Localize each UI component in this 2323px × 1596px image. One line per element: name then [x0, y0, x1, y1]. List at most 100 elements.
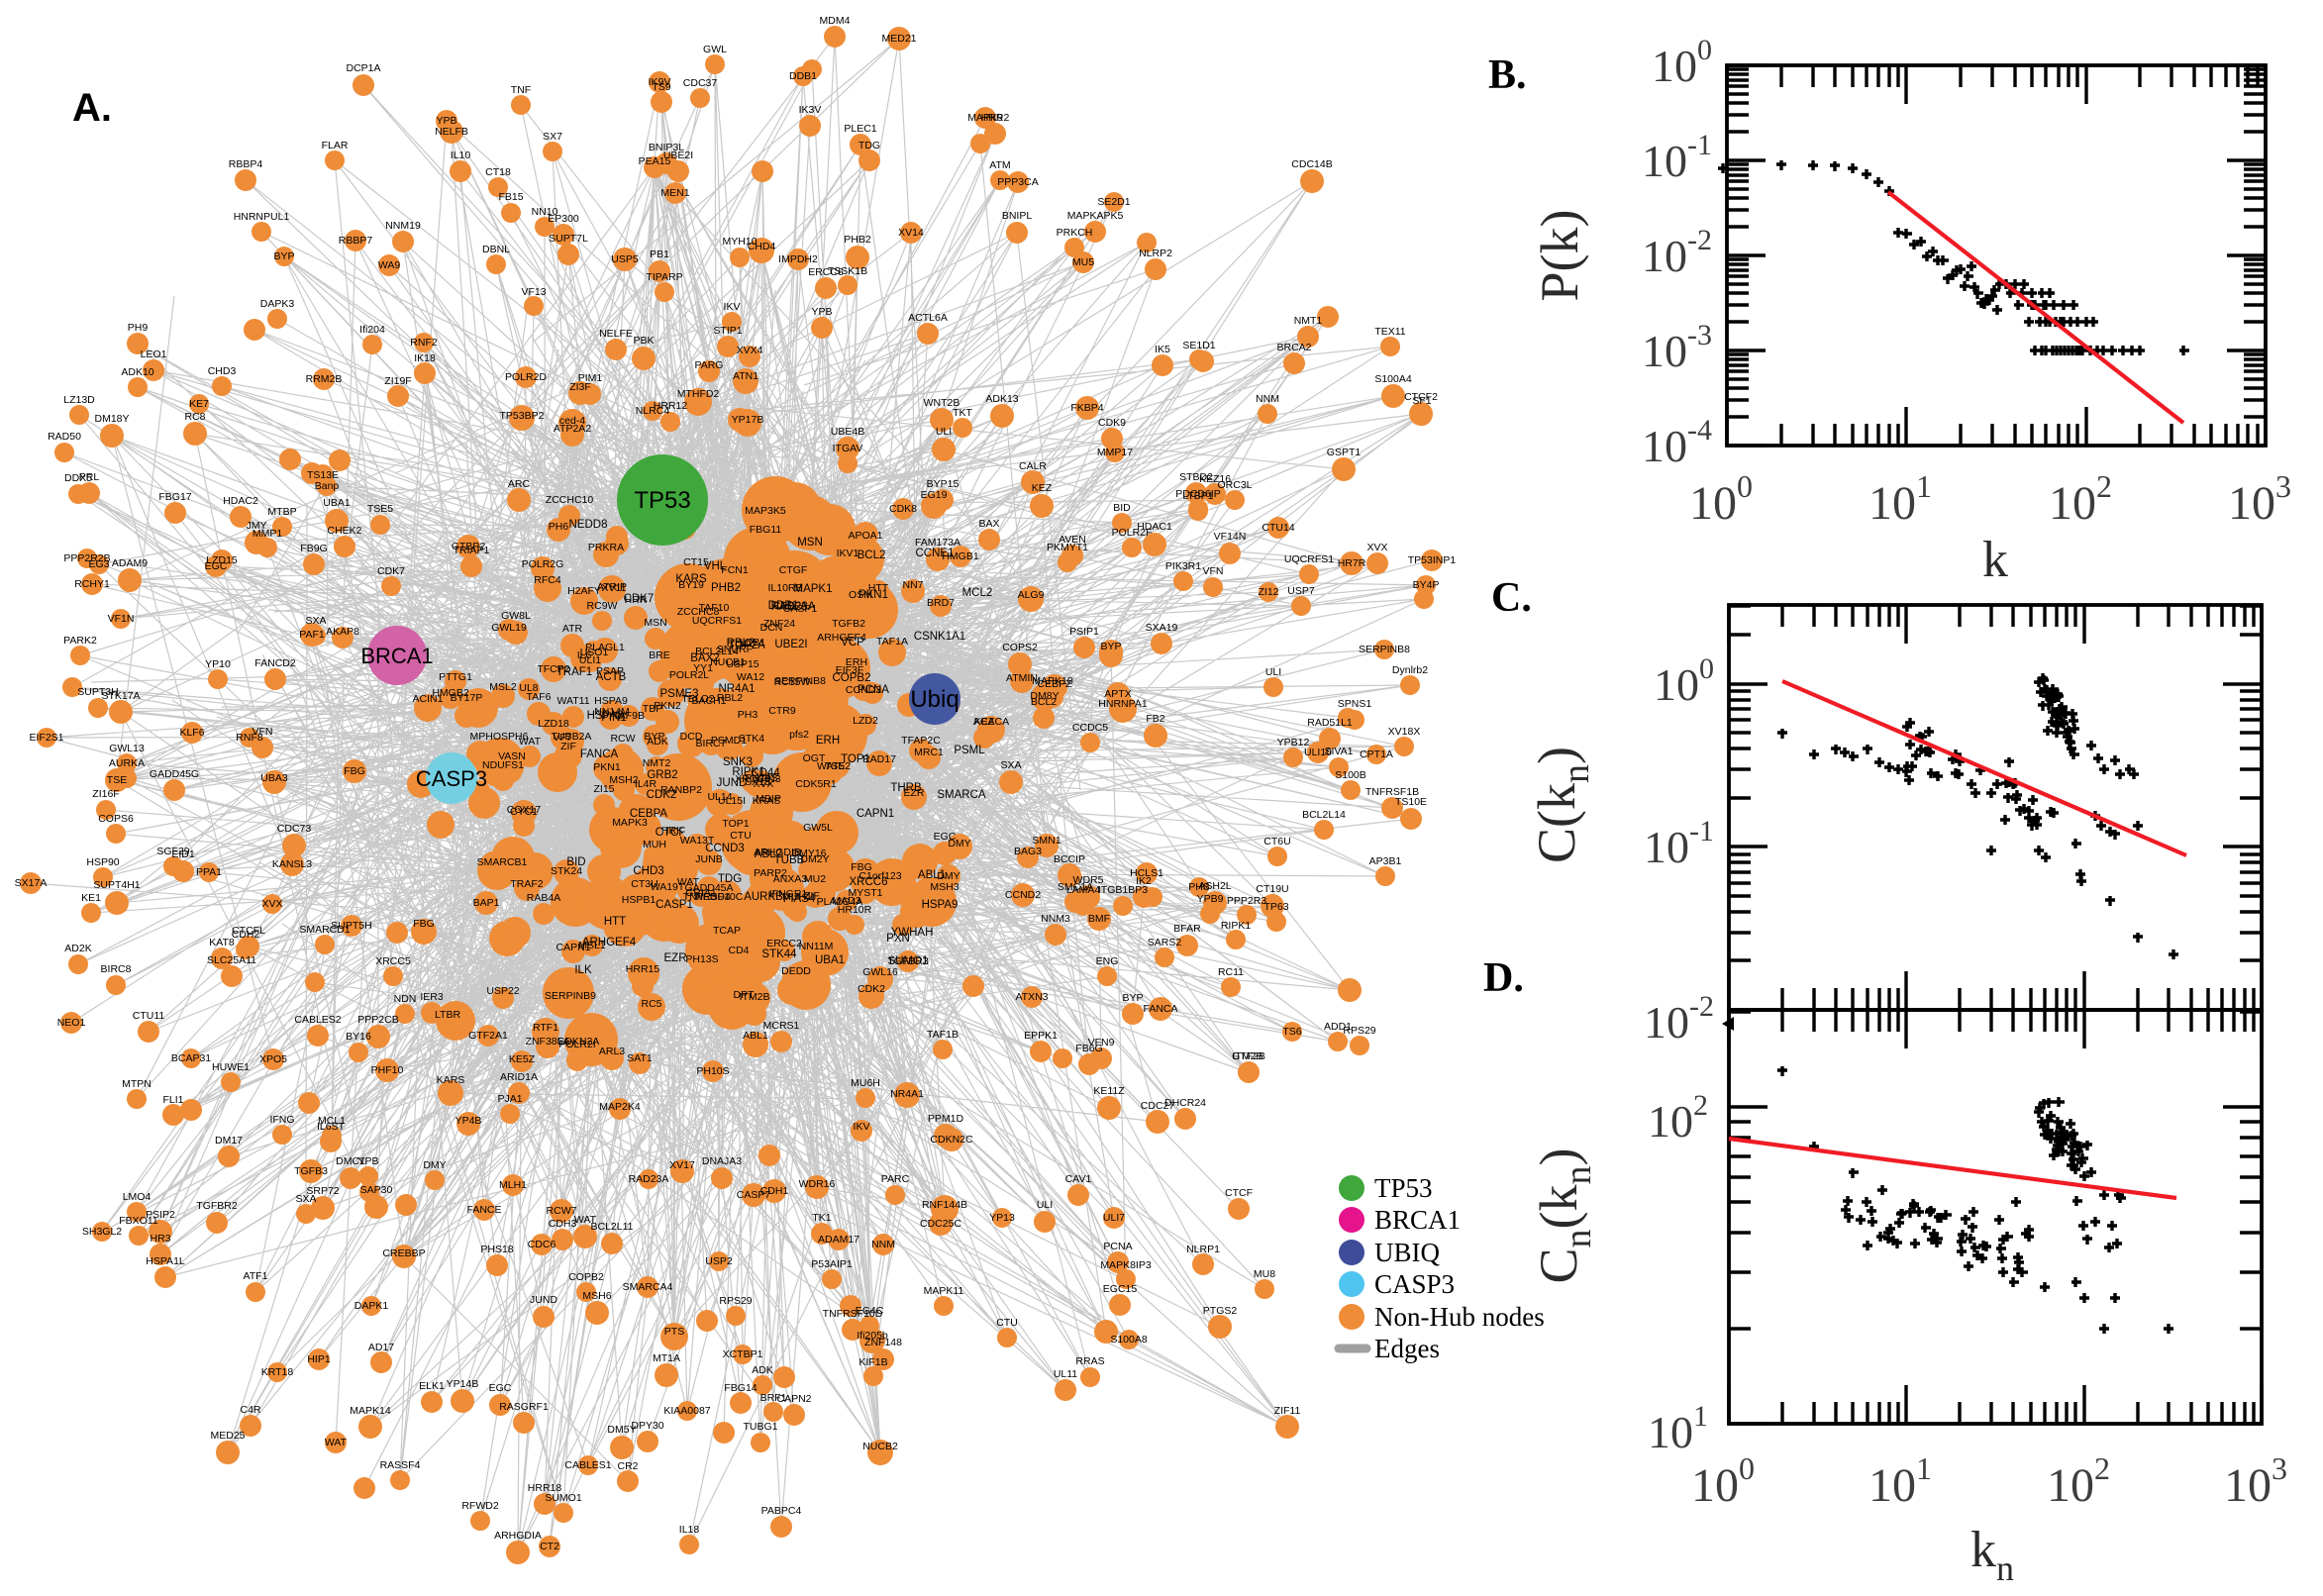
svg-text:POLR2L: POLR2L	[669, 669, 709, 681]
svg-text:PARP2: PARP2	[754, 867, 787, 879]
svg-text:COPS2: COPS2	[1002, 642, 1038, 653]
svg-text:HMGB1: HMGB1	[942, 550, 979, 562]
svg-text:BAX: BAX	[978, 518, 999, 530]
svg-text:DBNL: DBNL	[482, 244, 510, 255]
svg-text:PPP2R2B: PPP2R2B	[63, 552, 110, 564]
svg-text:ARHGDIA: ARHGDIA	[494, 1530, 542, 1542]
svg-text:MU8: MU8	[1254, 1268, 1275, 1280]
svg-text:NMT1: NMT1	[1294, 315, 1323, 327]
svg-text:TEX11: TEX11	[1374, 326, 1405, 338]
svg-text:CASP7: CASP7	[737, 1189, 771, 1201]
svg-text:XVX: XVX	[1366, 542, 1387, 553]
svg-text:MAPK8IP3: MAPK8IP3	[1100, 1259, 1152, 1271]
svg-text:YPB: YPB	[811, 306, 832, 318]
svg-text:CREBBP: CREBBP	[382, 1247, 425, 1259]
svg-text:102: 102	[1648, 1089, 1708, 1147]
svg-text:WDR16: WDR16	[799, 1178, 836, 1190]
svg-text:UBE4B: UBE4B	[831, 426, 864, 438]
svg-text:HTT: HTT	[868, 582, 889, 594]
svg-text:HRK: HRK	[661, 825, 683, 837]
svg-text:FCN1: FCN1	[721, 564, 749, 576]
svg-text:TBP: TBP	[643, 703, 662, 715]
svg-text:ZI3F: ZI3F	[569, 381, 591, 393]
svg-text:LZD18: LZD18	[538, 718, 569, 730]
svg-text:SX7: SX7	[543, 131, 562, 143]
svg-text:YPB: YPB	[357, 1155, 378, 1167]
svg-text:USP15: USP15	[726, 658, 758, 670]
svg-text:HTT: HTT	[604, 916, 626, 928]
svg-text:HRR: HRR	[625, 594, 648, 606]
svg-text:BNIPL: BNIPL	[1002, 210, 1033, 222]
svg-text:APOA1: APOA1	[848, 530, 882, 542]
svg-text:ELK1: ELK1	[419, 1380, 445, 1392]
svg-text:OSM: OSM	[849, 589, 872, 601]
svg-text:PKMYT1: PKMYT1	[1047, 542, 1088, 553]
svg-text:NN11M: NN11M	[799, 941, 834, 952]
svg-text:KE1: KE1	[81, 892, 101, 904]
svg-text:WA19T: WA19T	[651, 881, 685, 893]
svg-text:USP7: USP7	[1287, 585, 1315, 597]
svg-text:FANCD2: FANCD2	[254, 657, 296, 669]
svg-text:ERCC2: ERCC2	[766, 938, 802, 949]
svg-text:IK18: IK18	[414, 352, 436, 364]
svg-text:ATF1: ATF1	[244, 1270, 268, 1282]
svg-text:ABL1: ABL1	[743, 1030, 768, 1042]
svg-text:CTU: CTU	[996, 1317, 1018, 1329]
svg-text:DHCR24: DHCR24	[1164, 1097, 1206, 1109]
svg-text:Dynlrb2: Dynlrb2	[1392, 664, 1428, 676]
svg-text:CT19U: CT19U	[1256, 883, 1288, 895]
svg-text:CEBPA: CEBPA	[773, 600, 808, 612]
svg-text:VFN: VFN	[252, 726, 273, 738]
svg-text:HUWE1: HUWE1	[212, 1061, 250, 1073]
svg-text:TAF1A: TAF1A	[876, 636, 908, 648]
svg-text:BCL2L11: BCL2L11	[590, 1221, 633, 1233]
svg-text:XPO5: XPO5	[259, 1053, 287, 1065]
svg-text:PRKRA: PRKRA	[588, 542, 624, 553]
svg-text:CAV1: CAV1	[1065, 1173, 1092, 1185]
svg-text:BCAP31: BCAP31	[171, 1052, 211, 1064]
svg-text:HRR2: HRR2	[981, 112, 1010, 124]
svg-text:IMPDH2: IMPDH2	[778, 253, 818, 265]
svg-text:ITGB1BP3: ITGB1BP3	[1098, 884, 1148, 896]
svg-text:CAPN1: CAPN1	[857, 808, 894, 820]
svg-text:ANXA3: ANXA3	[773, 873, 808, 885]
svg-text:BFAR: BFAR	[1173, 923, 1201, 935]
svg-text:CTU: CTU	[730, 830, 752, 842]
svg-text:PKN1: PKN1	[858, 589, 888, 601]
svg-text:CT3U: CT3U	[631, 878, 657, 890]
svg-text:ADK: ADK	[647, 736, 668, 748]
svg-text:TUBB2A: TUBB2A	[552, 731, 592, 743]
svg-text:ZI16F: ZI16F	[92, 788, 119, 800]
svg-text:CCND3: CCND3	[705, 843, 745, 854]
svg-text:RC8: RC8	[184, 411, 205, 423]
svg-text:MLH1: MLH1	[499, 1179, 527, 1191]
svg-text:FBG: FBG	[344, 765, 365, 777]
svg-text:RRAS: RRAS	[1075, 1355, 1104, 1367]
svg-text:JMY: JMY	[247, 520, 267, 532]
svg-text:POLR2F: POLR2F	[1112, 527, 1153, 539]
svg-text:ACACA: ACACA	[973, 716, 1009, 728]
svg-text:Ifi205b: Ifi205b	[857, 1330, 888, 1342]
svg-text:XCTBP1: XCTBP1	[723, 1348, 763, 1360]
svg-text:HR7R: HR7R	[1338, 557, 1366, 569]
svg-text:PH6: PH6	[549, 521, 569, 533]
svg-text:TK1: TK1	[812, 1212, 831, 1224]
svg-text:PBK: PBK	[633, 335, 654, 347]
svg-text:SAP30: SAP30	[360, 1184, 393, 1196]
svg-text:CDK2: CDK2	[647, 789, 677, 801]
svg-text:FBG11: FBG11	[750, 524, 782, 536]
svg-text:LMO4: LMO4	[123, 1191, 152, 1203]
svg-text:ZNF24: ZNF24	[763, 618, 795, 630]
svg-text:ATMIN: ATMIN	[1006, 672, 1038, 684]
svg-text:KE5Z: KE5Z	[509, 1053, 536, 1065]
svg-text:MCL1: MCL1	[318, 1115, 346, 1127]
svg-text:IK3V: IK3V	[799, 104, 822, 116]
svg-text:DCP1A: DCP1A	[346, 62, 380, 74]
svg-text:IL6ST: IL6ST	[317, 1121, 346, 1133]
svg-text:RBL2: RBL2	[727, 638, 756, 649]
svg-text:NR4A1: NR4A1	[890, 1088, 924, 1100]
svg-text:DPY30: DPY30	[631, 1420, 663, 1432]
svg-text:TUBB: TUBB	[774, 854, 805, 866]
svg-text:SMARCA4: SMARCA4	[623, 1281, 673, 1293]
svg-text:RAD50: RAD50	[48, 431, 81, 443]
